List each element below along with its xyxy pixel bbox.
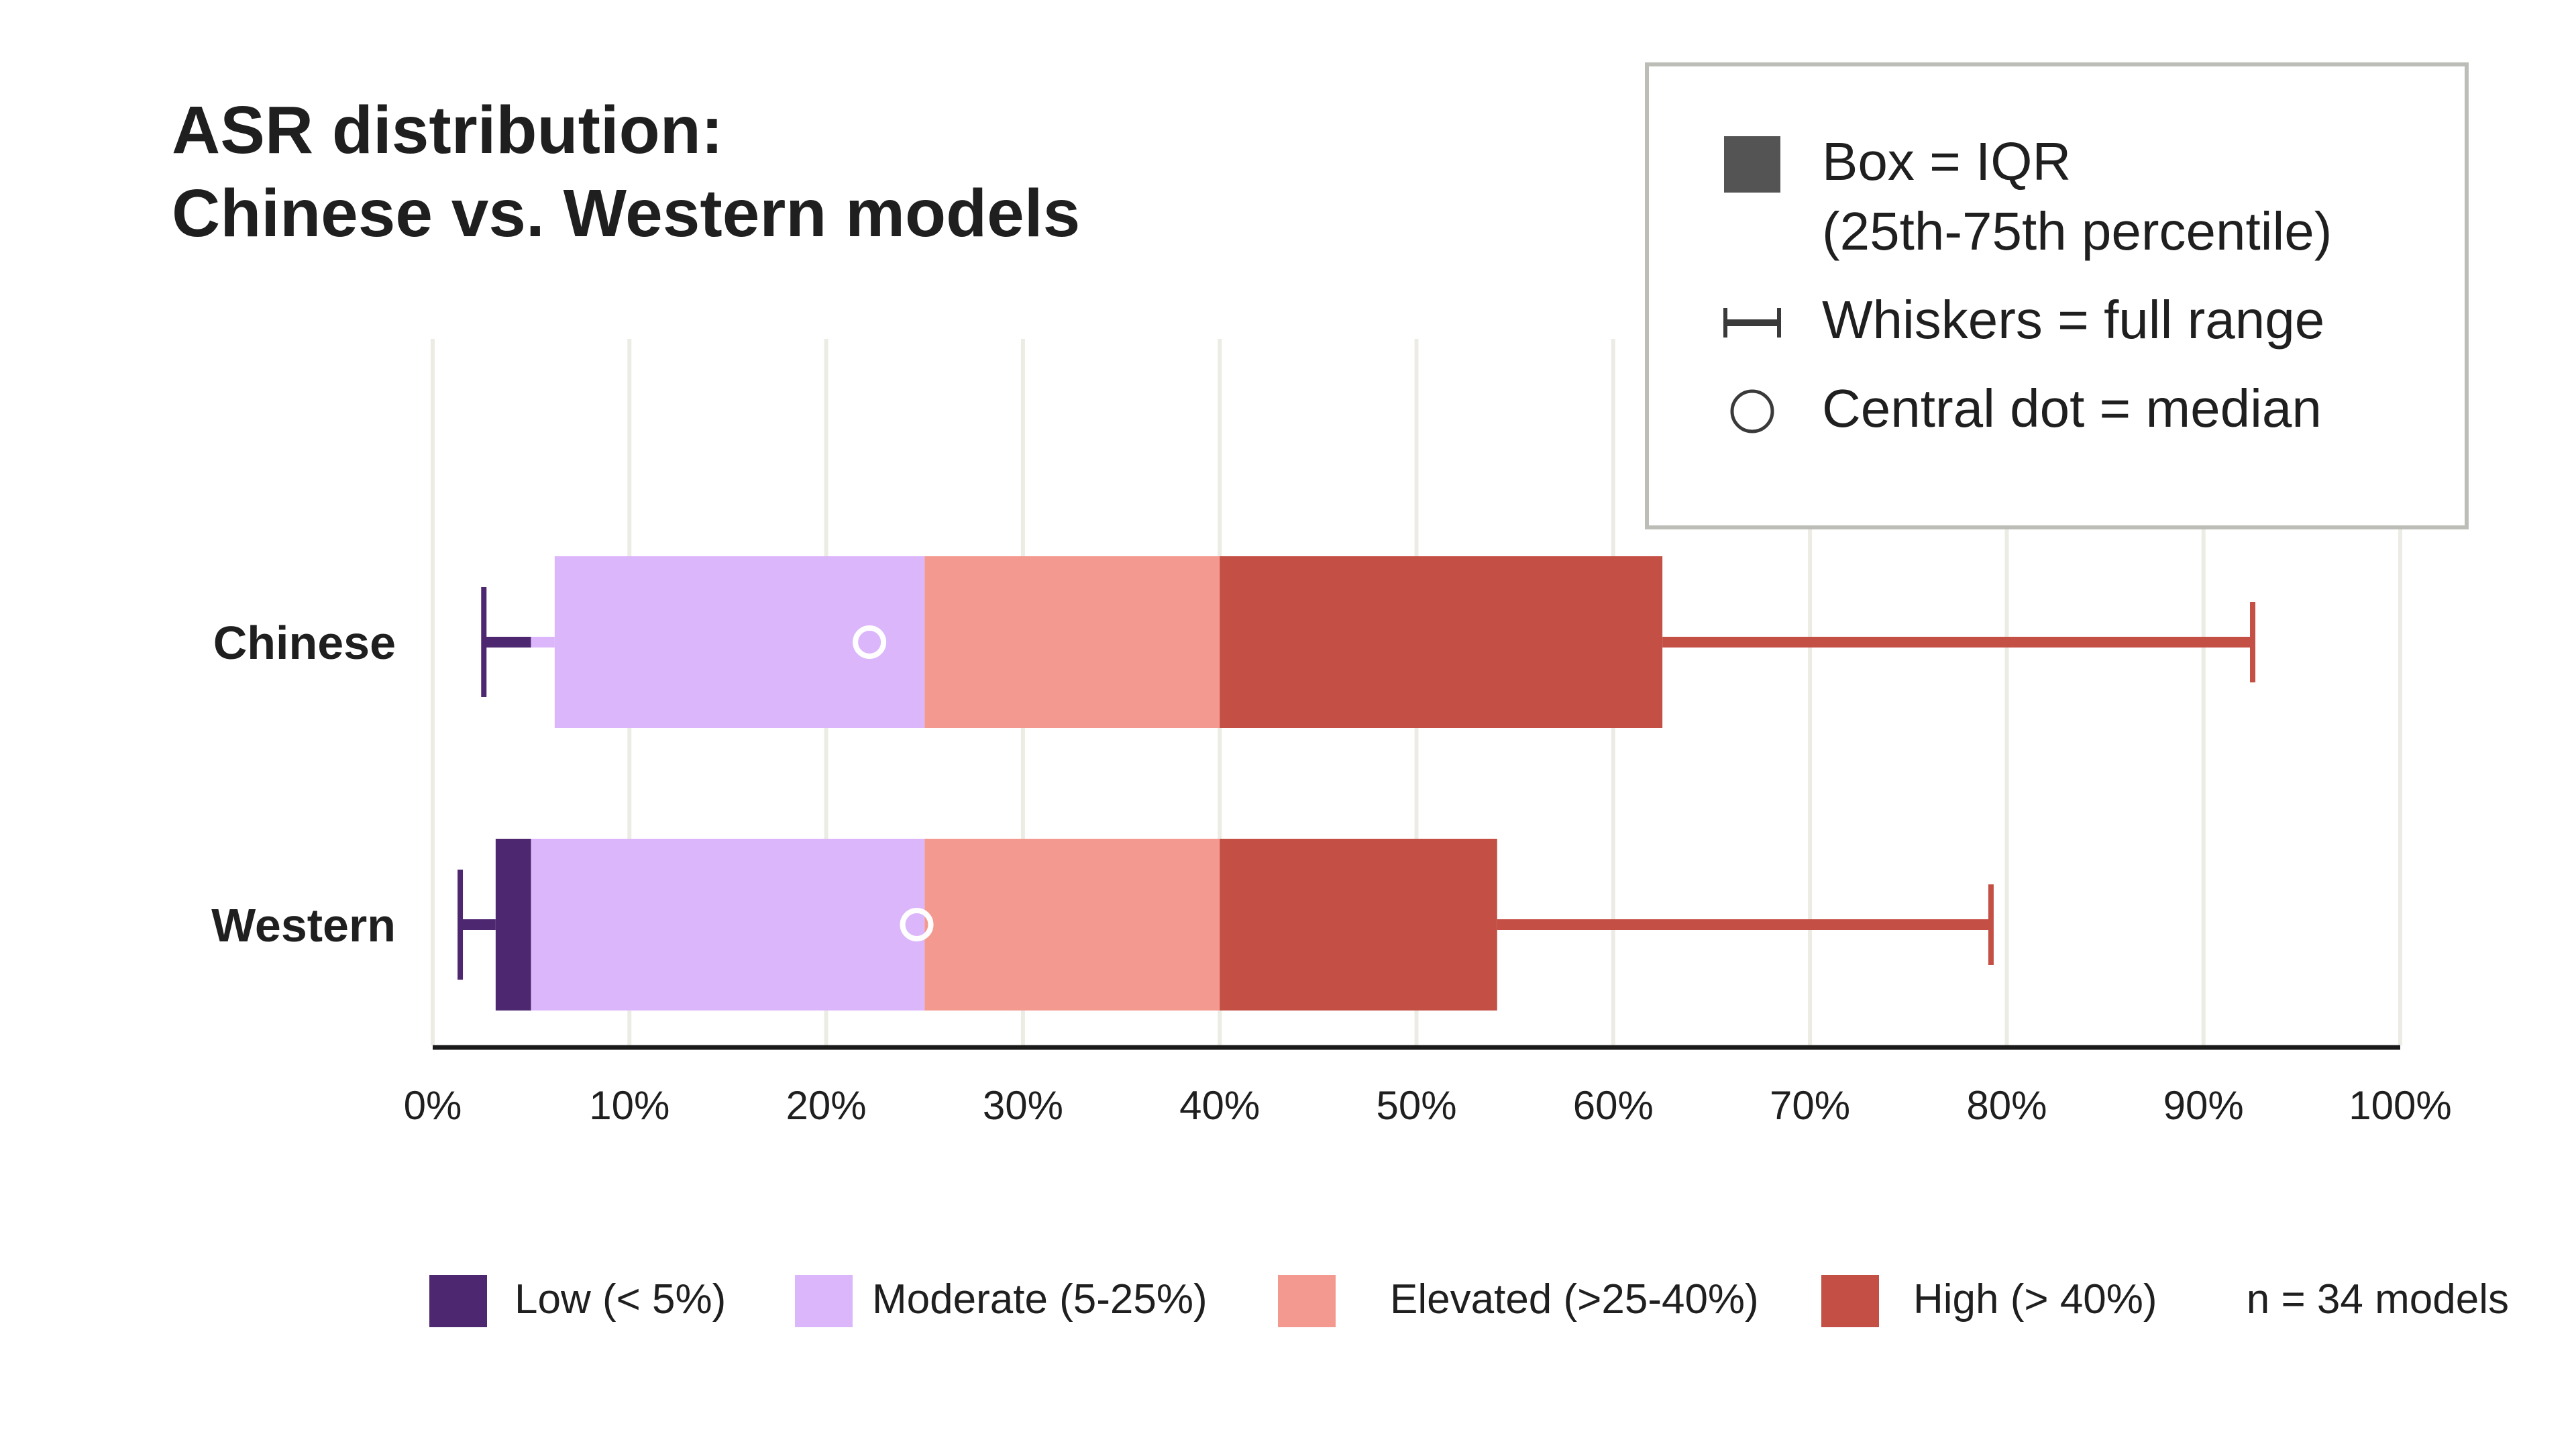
category-label-chinese: Chinese <box>213 617 396 669</box>
key-frame <box>1645 62 2469 529</box>
box-swatch-icon <box>1724 136 1780 193</box>
chart-title-line-2: Chinese vs. Western models <box>172 176 1080 251</box>
legend-label-1: Moderate (5-25%) <box>872 1276 1208 1323</box>
x-axis-ticks: 0% 10% 20% 30% 40% 50% 60% 70% 80% 90% 100% <box>404 1083 2452 1128</box>
box-segment-chinese-2 <box>924 556 1220 728</box>
category-label-western: Western <box>211 899 396 951</box>
legend-swatch-0 <box>429 1275 487 1327</box>
legend-swatch-3 <box>1821 1275 1879 1327</box>
key-item-box-line-1: Box = IQR <box>1822 132 2071 191</box>
box-segment-chinese-1 <box>554 556 925 728</box>
legend-swatch-2 <box>1278 1275 1336 1327</box>
box-chinese <box>481 556 2256 728</box>
whisker-icon <box>1723 308 1781 338</box>
box-western <box>458 839 1994 1011</box>
key-item-median: Central dot = median <box>1822 378 2322 438</box>
band-legend: Low (< 5%) Moderate (5-25%) Elevated (>25-… <box>429 1275 2157 1327</box>
chart-title-line-1: ASR distribution: <box>172 93 723 168</box>
x-tick-label-0: 0% <box>404 1083 462 1128</box>
x-tick-label-10: 10% <box>589 1083 669 1128</box>
plot-area <box>458 556 2256 1011</box>
legend-label-3: High (> 40%) <box>1913 1276 2157 1323</box>
category-labels: Chinese Western <box>211 617 396 951</box>
x-tick-label-100: 100% <box>2349 1083 2451 1128</box>
x-tick-label-60: 60% <box>1573 1083 1654 1128</box>
median-dot-chinese <box>853 625 887 659</box>
box-segment-western-2 <box>924 839 1220 1011</box>
x-tick-label-20: 20% <box>786 1083 867 1128</box>
key-item-box-line-2: (25th-75th percentile) <box>1822 201 2332 261</box>
sample-size-note: n = 34 models <box>2247 1276 2509 1323</box>
box-segment-western-0 <box>495 839 531 1011</box>
key-item-whiskers: Whiskers = full range <box>1822 290 2324 350</box>
legend-swatch-1 <box>795 1275 853 1327</box>
legend-label-2: Elevated (>25-40%) <box>1390 1276 1759 1323</box>
x-tick-label-30: 30% <box>983 1083 1063 1128</box>
x-tick-label-80: 80% <box>1966 1083 2047 1128</box>
x-tick-label-90: 90% <box>2163 1083 2244 1128</box>
box-segment-western-1 <box>531 839 925 1011</box>
median-dot-western <box>900 908 934 941</box>
x-tick-label-40: 40% <box>1179 1083 1260 1128</box>
box-segment-chinese-3 <box>1220 556 1663 728</box>
key-box: Box = IQR (25th-75th percentile) Whiskers … <box>1645 62 2469 529</box>
box-segment-western-3 <box>1220 839 1497 1011</box>
circle-icon <box>1730 389 1774 433</box>
x-tick-label-50: 50% <box>1376 1083 1456 1128</box>
x-tick-label-70: 70% <box>1770 1083 1850 1128</box>
legend-label-0: Low (< 5%) <box>515 1276 726 1323</box>
